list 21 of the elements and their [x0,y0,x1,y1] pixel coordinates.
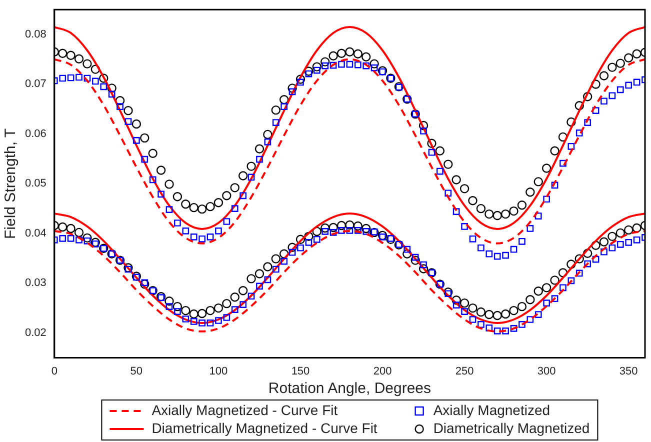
y-tick-label: 0.05 [24,178,46,190]
legend-label: Diametrically Magnetized [433,420,590,436]
x-tick-label: 350 [619,365,638,378]
x-tick-label: 300 [537,365,556,378]
x-tick-label: 150 [291,365,310,378]
x-tick-label: 0 [51,365,58,378]
legend-label: Axially Magnetized [433,402,550,418]
y-axis-title: Field Strength, T [2,128,20,240]
x-tick-label: 250 [455,365,474,378]
x-tick-label: 200 [373,365,392,378]
legend-label: Axially Magnetized - Curve Fit [152,402,338,418]
x-tick-label: 100 [209,365,228,378]
y-tick-label: 0.03 [24,277,46,290]
x-axis-title: Rotation Angle, Degrees [268,380,432,398]
x-tick-label: 50 [130,365,143,378]
y-tick-label: 0.04 [24,227,46,240]
y-tick-label: 0.07 [24,78,46,90]
y-tick-label: 0.06 [24,128,46,140]
legend-label: Diametrically Magnetized - Curve Fit [152,420,378,436]
y-tick-label: 0.08 [24,28,46,41]
y-tick-label: 0.02 [24,326,46,339]
